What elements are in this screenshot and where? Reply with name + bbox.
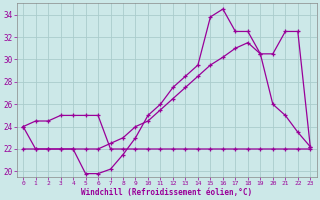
X-axis label: Windchill (Refroidissement éolien,°C): Windchill (Refroidissement éolien,°C) [81, 188, 252, 197]
